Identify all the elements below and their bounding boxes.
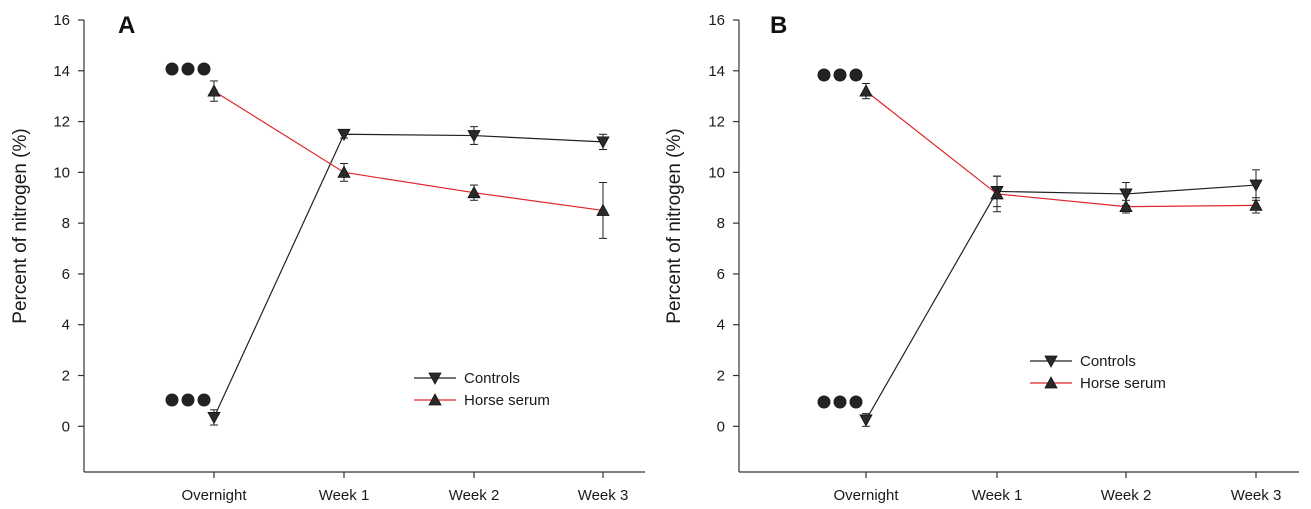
legend-label: Horse serum [464, 392, 550, 409]
y-tick-label: 14 [708, 63, 725, 80]
significance-dot [817, 395, 831, 409]
data-point [207, 84, 221, 97]
y-tick-label: 8 [717, 215, 725, 232]
data-point [207, 412, 221, 425]
significance-dot [849, 68, 863, 82]
y-tick-label: 0 [62, 418, 70, 435]
x-tick-label: Week 1 [972, 487, 1023, 504]
y-tick-label: 12 [708, 114, 725, 131]
legend-label: Controls [464, 370, 520, 387]
y-axis-title: Percent of nitrogen (%) [10, 128, 31, 323]
significance-dot [817, 68, 831, 82]
significance-dot [197, 62, 211, 76]
data-point [1119, 199, 1133, 213]
significance-dot [833, 68, 847, 82]
y-tick-label: 12 [53, 114, 70, 131]
legend-marker [428, 393, 442, 406]
y-tick-label: 2 [62, 368, 70, 385]
x-tick-label: Week 3 [578, 487, 629, 504]
y-tick-label: 0 [717, 418, 725, 435]
significance-dot [849, 395, 863, 409]
series-line [865, 90, 1257, 208]
data-point [337, 165, 351, 178]
data-point [596, 136, 610, 149]
chart-panel-a: 0 2 4 6 8 10 12 14 16 Overnight Week 1 Week 2 Week 3… [10, 12, 645, 504]
y-tick-label: 8 [62, 215, 70, 232]
legend-marker [1044, 376, 1058, 389]
significance-dot [181, 62, 195, 76]
x-tick-label: Week 3 [1231, 487, 1282, 504]
y-tick-label: 4 [62, 317, 70, 334]
y-tick-label: 16 [708, 12, 725, 29]
data-point [596, 203, 610, 216]
x-tick-label: Overnight [833, 487, 899, 504]
data-point [990, 187, 1004, 200]
y-tick-label: 6 [717, 266, 725, 283]
x-tick-label: Week 2 [1101, 487, 1152, 504]
y-tick-label: 2 [717, 368, 725, 385]
significance-dot [165, 62, 179, 76]
data-point [1119, 188, 1133, 201]
legend-marker [1044, 355, 1058, 368]
x-tick-label: Week 1 [319, 487, 370, 504]
data-point [859, 84, 873, 97]
significance-dot [197, 393, 211, 407]
data-point [337, 128, 351, 142]
chart-panel-b: 0 2 4 6 8 10 12 14 16 Overnight Week 1 Week 2 Week 3… [664, 12, 1299, 504]
series-line [865, 184, 1257, 421]
x-tick-label: Week 2 [449, 487, 500, 504]
data-point [467, 185, 481, 199]
y-tick-label: 14 [53, 63, 70, 80]
series-line [213, 133, 604, 418]
x-tick-label: Overnight [181, 487, 247, 504]
panel-label: A [118, 12, 135, 39]
legend-label: Controls [1080, 353, 1136, 370]
data-point [1249, 179, 1263, 192]
y-tick-label: 16 [53, 12, 70, 29]
y-axis-title: Percent of nitrogen (%) [664, 128, 685, 323]
legend-marker [428, 372, 442, 385]
significance-dot [833, 395, 847, 409]
panel-label: B [770, 12, 787, 39]
data-point [467, 130, 481, 143]
legend-label: Horse serum [1080, 375, 1166, 392]
y-tick-label: 4 [717, 317, 725, 334]
significance-dot [165, 393, 179, 407]
y-tick-label: 10 [708, 164, 725, 181]
y-tick-label: 6 [62, 266, 70, 283]
data-point [1249, 198, 1263, 211]
data-point [859, 414, 873, 427]
series-line [213, 90, 604, 212]
y-tick-label: 10 [53, 164, 70, 181]
significance-dot [181, 393, 195, 407]
